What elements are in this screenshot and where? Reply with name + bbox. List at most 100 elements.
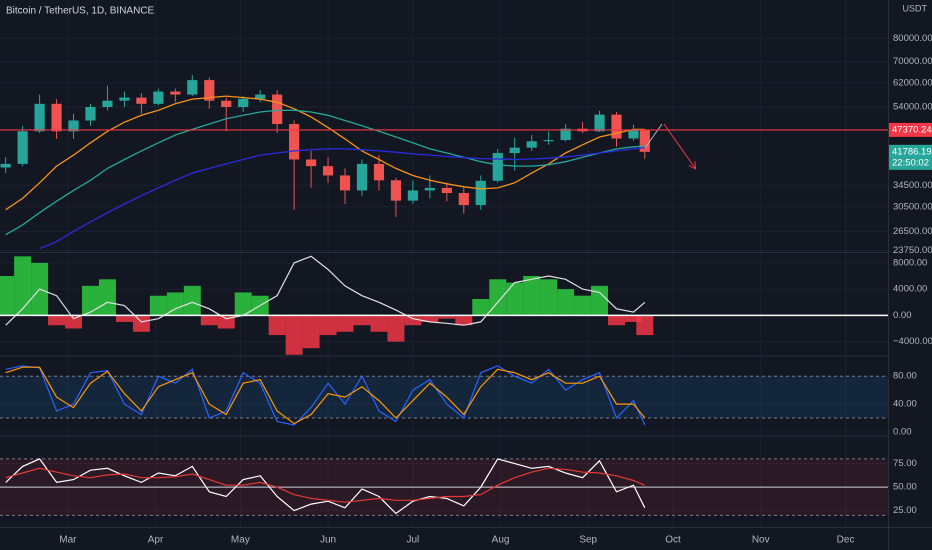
candle-body xyxy=(136,97,147,104)
series-line xyxy=(39,146,645,250)
histogram-bar xyxy=(421,315,439,322)
histogram-bar xyxy=(540,279,558,316)
histogram-bar xyxy=(506,282,524,316)
histogram-bar xyxy=(48,315,66,326)
chart-title: Bitcoin / TetherUS, 1D, BINANCE xyxy=(6,6,155,17)
series-line xyxy=(5,255,646,326)
x-tick-label: Sep xyxy=(579,535,597,546)
candle-body xyxy=(441,187,452,194)
candle-body xyxy=(322,166,334,176)
candle-body xyxy=(611,114,622,139)
candle-body xyxy=(102,100,113,108)
x-tick-label: Aug xyxy=(492,535,510,546)
series-line xyxy=(5,109,645,236)
y-tick-label: 50.00 xyxy=(893,482,917,493)
y-tick-label: 0.00 xyxy=(893,426,912,437)
candle-body xyxy=(51,103,62,132)
candle-body xyxy=(628,130,639,139)
candle-body xyxy=(560,128,571,141)
histogram-bar xyxy=(438,315,456,319)
candle-body xyxy=(390,180,402,201)
candle-body xyxy=(85,107,96,121)
grid xyxy=(0,0,888,527)
candle-body xyxy=(339,175,351,191)
forecast-arrow xyxy=(663,123,695,168)
histogram-bar xyxy=(472,298,490,316)
y-tick-label: 40.00 xyxy=(893,399,917,410)
x-tick-label: Jul xyxy=(406,535,419,546)
candle-body xyxy=(238,98,249,108)
histogram-bar xyxy=(302,315,320,349)
histogram-bar xyxy=(455,315,473,326)
x-tick-label: Dec xyxy=(837,535,855,546)
histogram-bar xyxy=(285,315,303,355)
marks xyxy=(0,75,654,515)
y-tick-label: 23750.00 xyxy=(893,245,932,256)
histogram-bar xyxy=(0,276,15,316)
candle-body xyxy=(373,163,385,181)
histogram-bar xyxy=(624,315,642,322)
candle-body xyxy=(221,100,232,108)
y-tick-label: 80.00 xyxy=(893,371,917,382)
histogram-bar xyxy=(183,285,201,316)
x-tick-label: Apr xyxy=(148,535,164,546)
histogram-bar xyxy=(574,295,592,316)
histogram-bar xyxy=(14,256,32,316)
histogram-bar xyxy=(636,315,654,336)
histogram-bar xyxy=(319,315,337,336)
x-tick-label: Nov xyxy=(752,535,770,546)
histogram-bar xyxy=(608,315,625,326)
histogram-bar xyxy=(336,315,354,332)
y-tick-label: 70000.00 xyxy=(893,56,932,67)
candle-body xyxy=(0,163,11,168)
candle-body xyxy=(289,124,300,160)
candle-body xyxy=(17,131,28,164)
histogram-bar xyxy=(132,315,150,332)
candle-body xyxy=(356,163,368,191)
histogram-bar xyxy=(98,279,116,316)
series-line xyxy=(5,366,646,425)
level-label: 47370.24 xyxy=(892,124,932,135)
candle-body xyxy=(204,80,215,101)
histogram-bar xyxy=(149,295,167,316)
histogram-bar xyxy=(166,292,184,316)
series-line xyxy=(5,458,646,515)
candle-body xyxy=(255,94,266,99)
y-tick-label: 0.00 xyxy=(893,310,912,321)
candle-body xyxy=(475,180,486,206)
histogram-bar xyxy=(65,315,83,329)
series-line xyxy=(5,365,646,426)
price-label-box xyxy=(889,144,932,170)
candle-body xyxy=(458,193,469,206)
histogram-bar xyxy=(200,315,218,326)
y-tick-label: 62000.00 xyxy=(893,77,932,88)
candle-body xyxy=(170,91,181,95)
candle-body xyxy=(119,97,130,101)
candle-body xyxy=(153,91,164,104)
series-line xyxy=(5,95,645,211)
histogram-bar xyxy=(217,315,235,329)
candle-body xyxy=(639,130,650,152)
forecast-arrow xyxy=(644,123,663,149)
candle-body xyxy=(526,141,537,148)
histogram-bar xyxy=(115,315,133,322)
currency-label: USDT xyxy=(903,3,928,13)
histogram-bar xyxy=(523,276,541,316)
x-tick-label: Mar xyxy=(59,535,77,546)
candle-body xyxy=(594,114,605,132)
candle-body xyxy=(424,187,435,191)
histogram-bar xyxy=(82,285,99,316)
x-tick-label: May xyxy=(231,535,250,546)
candle-body xyxy=(68,120,79,132)
candle-body xyxy=(187,80,198,95)
price-label: 41786.19 xyxy=(892,146,932,157)
candle-body xyxy=(34,103,45,132)
candle-body xyxy=(407,190,418,201)
x-tick-label: Jun xyxy=(320,535,336,546)
histogram-bar xyxy=(353,315,371,326)
y-tick-label: −4000.00 xyxy=(893,336,932,347)
y-tick-label: 75.00 xyxy=(893,458,917,469)
histogram-bar xyxy=(591,285,609,316)
series-line xyxy=(5,467,646,503)
